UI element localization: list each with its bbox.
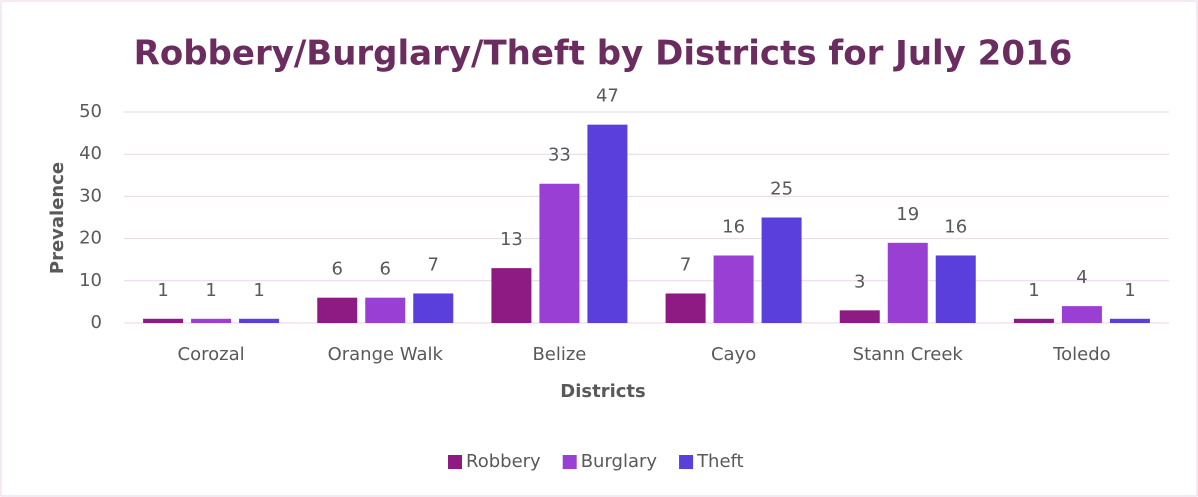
data-label: 47 <box>596 86 619 107</box>
bar <box>239 318 280 323</box>
data-label: 33 <box>548 145 571 166</box>
legend-label: Burglary <box>581 451 658 472</box>
bar <box>1013 318 1054 323</box>
data-label: 7 <box>428 254 439 275</box>
bar <box>317 297 358 323</box>
x-tick-label: Cayo <box>711 344 756 365</box>
x-tick-label: Belize <box>532 344 586 365</box>
bar <box>1061 306 1102 323</box>
data-label: 1 <box>253 280 264 301</box>
bar <box>491 268 532 323</box>
y-tick-label: 30 <box>79 185 102 206</box>
bar <box>665 293 706 323</box>
data-label: 16 <box>722 216 745 237</box>
data-label: 1 <box>1028 280 1039 301</box>
legend-label: Robbery <box>466 451 541 472</box>
x-tick-label: Orange Walk <box>328 344 444 365</box>
y-tick-label: 50 <box>79 101 102 122</box>
legend-swatch <box>448 455 462 469</box>
bar <box>413 293 454 323</box>
data-label: 1 <box>157 280 168 301</box>
data-label: 1 <box>1124 280 1135 301</box>
y-tick-label: 40 <box>79 143 102 164</box>
bar <box>539 183 580 323</box>
data-label: 4 <box>1076 267 1087 288</box>
data-label: 19 <box>896 204 919 225</box>
data-label: 7 <box>680 254 691 275</box>
bar <box>761 217 802 323</box>
y-axis-label: Prevalence <box>47 162 68 274</box>
bar <box>713 255 754 323</box>
y-tick-label: 20 <box>79 228 102 249</box>
chart-title: Robbery/Burglary/Theft by Districts for … <box>134 34 1073 74</box>
y-tick-label: 10 <box>79 270 102 291</box>
y-tick-label: 0 <box>91 312 102 333</box>
legend-swatch <box>562 455 577 469</box>
data-label: 13 <box>500 229 523 250</box>
bar <box>143 318 184 323</box>
data-label: 25 <box>770 179 793 200</box>
data-label: 1 <box>205 280 216 301</box>
legend-swatch <box>679 455 694 469</box>
data-label: 3 <box>854 271 865 292</box>
bar <box>365 297 406 323</box>
data-label: 6 <box>332 259 343 280</box>
bar <box>587 124 628 323</box>
x-tick-label: Stann Creek <box>853 344 964 365</box>
legend-label: Theft <box>696 451 744 472</box>
x-axis-label: Districts <box>560 381 645 402</box>
bar <box>839 310 880 323</box>
bar <box>191 318 232 323</box>
bar <box>887 242 928 323</box>
x-tick-label: Toledo <box>1052 344 1110 365</box>
bar <box>1109 318 1150 323</box>
data-label: 6 <box>380 259 391 280</box>
data-label: 16 <box>944 216 967 237</box>
bar <box>935 255 976 323</box>
x-tick-label: Corozal <box>178 344 245 365</box>
